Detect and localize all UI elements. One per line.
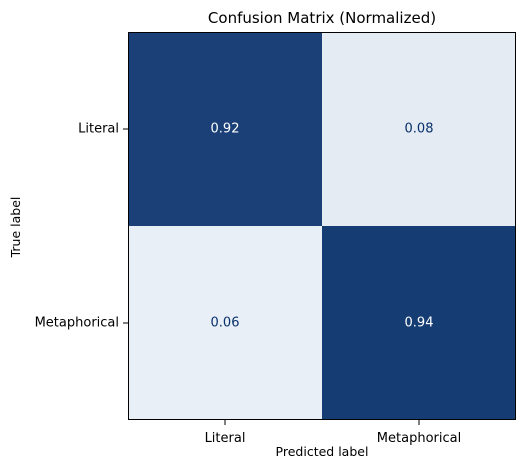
heatmap-cell-labels: 0.92 0.08 0.06 0.94 [211,122,434,331]
x-tick-label-0: Literal [205,431,246,446]
cell-value-r1-c1: 0.94 [405,316,434,331]
cell-value-r1-c0: 0.06 [211,316,240,331]
y-tick-label-1: Metaphorical [35,316,119,331]
heatmap-cell-r0-c1 [322,32,516,226]
x-tick-label-1: Metaphorical [377,431,461,446]
x-axis-ticks: Literal Metaphorical [205,420,461,446]
y-axis-ticks: Literal Metaphorical [35,122,128,331]
plot-frame [128,32,516,420]
cell-value-r0-c1: 0.08 [405,122,434,137]
heatmap-cells [128,32,516,420]
cell-value-r0-c0: 0.92 [211,122,240,137]
heatmap-cell-r1-c1 [322,226,516,420]
chart-title: Confusion Matrix (Normalized) [208,9,436,27]
x-axis-title: Predicted label [276,444,369,459]
heatmap-cell-r1-c0 [128,226,322,420]
heatmap-cell-r0-c0 [128,32,322,226]
y-axis-title: True label [8,197,23,259]
y-tick-label-0: Literal [78,122,119,137]
